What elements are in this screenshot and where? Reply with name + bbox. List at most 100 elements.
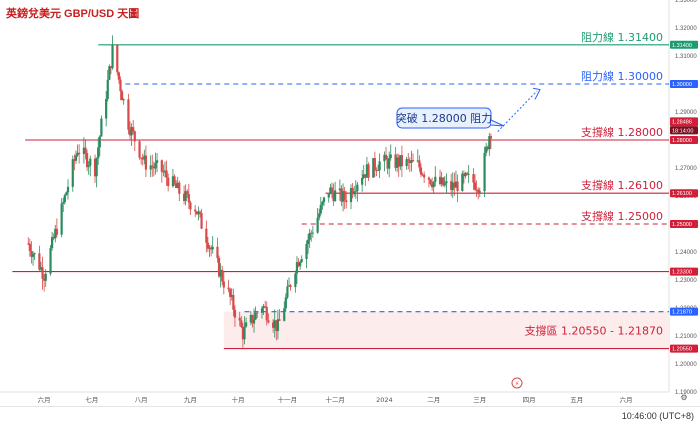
candle-body <box>71 159 74 187</box>
candle-body <box>416 160 419 162</box>
candle-body <box>276 319 279 331</box>
candle-body <box>155 160 159 163</box>
candle-body <box>256 312 259 314</box>
candle-body <box>306 239 310 244</box>
candle-body <box>233 309 237 318</box>
x-tick-label: 2024 <box>376 396 393 404</box>
candle-body <box>184 191 187 201</box>
candle-body <box>483 152 486 192</box>
candle-body <box>341 191 345 202</box>
candle-body <box>264 306 267 308</box>
candle-body <box>283 308 286 321</box>
y-tick-label: 1.31000 <box>675 54 697 60</box>
level-tag-text: 1.31400 <box>672 43 692 49</box>
candle-body <box>162 171 165 173</box>
candle-body <box>411 160 415 162</box>
candle-body <box>397 157 400 167</box>
candle-body <box>229 289 232 297</box>
candle-body <box>429 179 432 185</box>
candle-body <box>472 174 475 183</box>
candle-body <box>189 202 192 210</box>
candle-body <box>39 267 43 270</box>
candle-body <box>30 250 33 257</box>
breakout-callout-pointer <box>490 119 505 127</box>
candle-body <box>407 159 410 161</box>
y-tick-label: 1.32000 <box>675 26 697 32</box>
candle-body <box>322 197 326 202</box>
candle-body <box>60 203 63 235</box>
candle-body <box>418 160 421 168</box>
level-label: 阻力線 1.31400 <box>581 30 663 44</box>
last-price-tag-bg <box>670 117 698 127</box>
candle-body <box>394 154 397 168</box>
candle-body <box>365 164 369 178</box>
candle-body <box>353 191 356 195</box>
x-tick-label: 七月 <box>85 395 98 404</box>
level-tag-bg <box>670 40 698 49</box>
candle-body <box>405 159 408 166</box>
candle-body <box>208 247 211 249</box>
candle-body <box>442 177 445 186</box>
candle-body <box>461 173 464 192</box>
candle-body <box>465 173 469 175</box>
candle-body <box>251 315 254 324</box>
candle-body <box>384 154 388 160</box>
candle-body <box>178 182 181 194</box>
candle-body <box>389 154 392 159</box>
candle-body <box>97 147 100 159</box>
candle-body <box>95 158 98 177</box>
candle-body <box>238 317 241 321</box>
candle-body <box>151 165 154 167</box>
candle-body <box>434 176 437 182</box>
x-tick-label: 十二月 <box>325 395 345 404</box>
candle-body <box>361 177 364 185</box>
candle-body <box>206 242 210 249</box>
candle-body <box>132 127 135 132</box>
candle-body <box>87 165 90 168</box>
candle-body <box>149 165 152 170</box>
candle-body <box>372 158 375 178</box>
candle-body <box>286 286 289 298</box>
candle-body <box>43 278 46 281</box>
event-marker <box>511 377 523 389</box>
candle-body <box>383 154 386 162</box>
candle-body <box>187 194 190 203</box>
candle-body <box>453 182 456 188</box>
candle-body <box>275 320 278 331</box>
candle-body <box>52 236 55 239</box>
candle-body <box>111 44 114 69</box>
candle-body <box>240 320 243 327</box>
candle-body <box>117 72 120 80</box>
candle-body <box>362 174 365 178</box>
level-tag-text: 1.30000 <box>672 82 692 88</box>
candle-body <box>211 246 214 250</box>
level-tag-text: 1.23300 <box>672 270 692 276</box>
candle-body <box>227 287 230 290</box>
candle-body <box>351 188 354 195</box>
candle-body <box>78 152 81 155</box>
candle-body <box>140 157 143 159</box>
candle-body <box>260 308 264 313</box>
candle-body <box>152 166 155 169</box>
x-tick-label: 四月 <box>523 396 536 404</box>
candle-body <box>128 129 132 136</box>
candle-body <box>216 246 219 258</box>
candle-body <box>74 155 78 161</box>
candle-body <box>160 160 163 172</box>
candle-body <box>438 176 442 185</box>
candle-body <box>120 91 124 101</box>
candle-body <box>388 158 391 169</box>
x-tick-label: 二月 <box>427 396 440 404</box>
y-tick-label: 1.27000 <box>675 166 697 172</box>
candle-body <box>49 248 52 274</box>
candle-body <box>308 232 311 240</box>
candle-body <box>133 131 136 142</box>
candle-body <box>356 184 359 192</box>
candle-body <box>143 155 146 160</box>
candle-body <box>141 157 144 160</box>
candle-body <box>421 174 424 176</box>
candle-body <box>419 167 423 175</box>
candle-body <box>489 136 493 139</box>
candle-body <box>311 232 314 234</box>
